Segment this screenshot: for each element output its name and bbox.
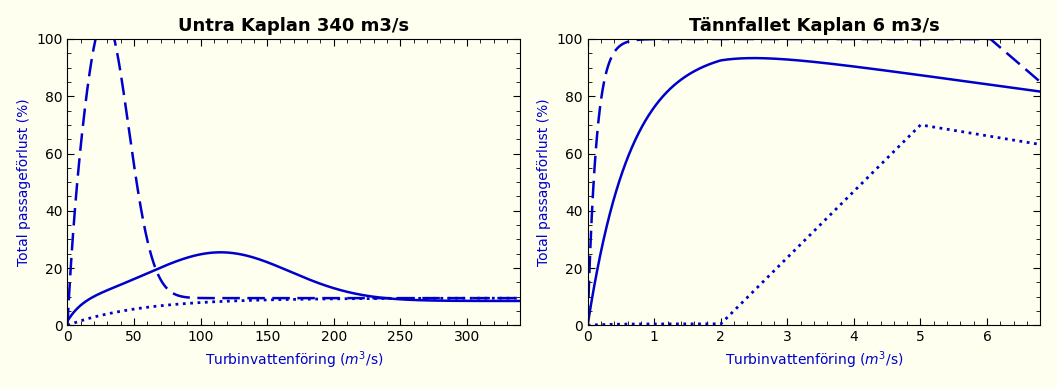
Title: Tännfallet Kaplan 6 m3/s: Tännfallet Kaplan 6 m3/s — [688, 17, 940, 35]
X-axis label: Turbinvattenföring ($m^3$/s): Turbinvattenföring ($m^3$/s) — [205, 350, 383, 371]
Y-axis label: Total passageförlust (%): Total passageförlust (%) — [17, 98, 31, 266]
Y-axis label: Total passageförlust (%): Total passageförlust (%) — [537, 98, 551, 266]
Title: Untra Kaplan 340 m3/s: Untra Kaplan 340 m3/s — [179, 17, 409, 35]
X-axis label: Turbinvattenföring ($m^3$/s): Turbinvattenföring ($m^3$/s) — [725, 350, 904, 371]
